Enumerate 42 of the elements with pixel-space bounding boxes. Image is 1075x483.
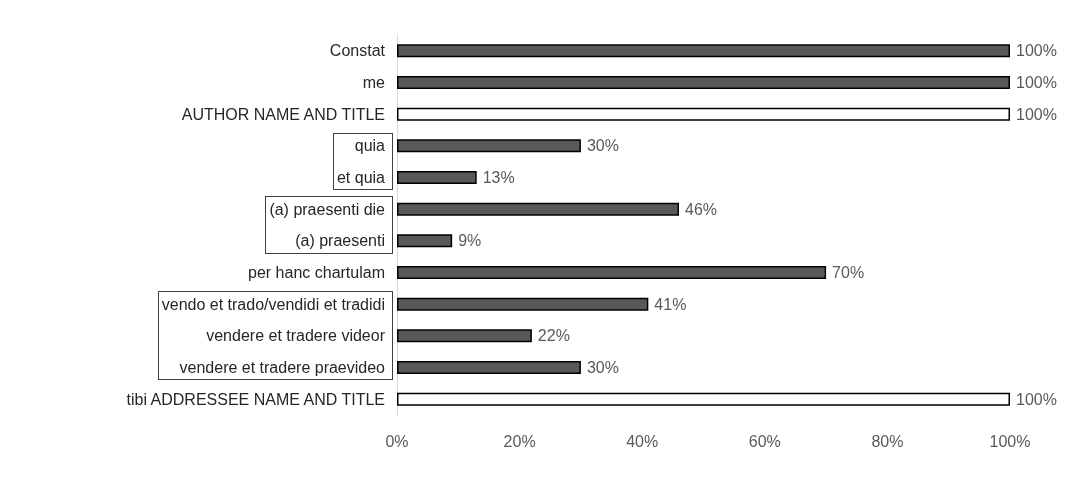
bar	[397, 329, 532, 343]
y-tick-label: tibi ADDRESSEE NAME AND TITLE	[126, 390, 385, 408]
bar	[397, 44, 1010, 58]
y-tick-label: AUTHOR NAME AND TITLE	[181, 105, 385, 123]
bar	[397, 266, 827, 279]
data-label: 46%	[684, 200, 718, 218]
y-tick-label: Constat	[329, 42, 386, 60]
y-tick-label: per hanc chartulam	[248, 264, 385, 281]
y-tick-label: (a) praesenti die	[269, 200, 386, 218]
y-tick-label: me	[362, 74, 386, 91]
data-label: 30%	[586, 359, 619, 376]
bar	[397, 297, 649, 311]
bar	[397, 107, 1010, 121]
bar	[397, 392, 1010, 406]
data-label: 22%	[537, 327, 570, 345]
x-tick-label: 80%	[871, 432, 904, 450]
y-tick-label: vendo et trado/vendidi et tradidi	[161, 295, 385, 313]
data-label: 100%	[1016, 74, 1057, 91]
y-tick-label: vendere et tradere praevideo	[179, 359, 386, 376]
y-tick-label: vendere et tradere videor	[206, 327, 386, 345]
x-tick-label: 100%	[989, 432, 1031, 450]
data-label: 13%	[482, 169, 515, 186]
data-label: 70%	[832, 264, 865, 281]
x-tick-label: 20%	[503, 432, 536, 450]
data-label: 100%	[1016, 105, 1057, 123]
bar	[397, 234, 453, 248]
x-tick-label: 60%	[748, 432, 781, 450]
y-tick-label: (a) praesenti	[295, 232, 385, 250]
bar	[397, 76, 1010, 89]
data-label: 100%	[1016, 390, 1057, 408]
data-label: 100%	[1016, 42, 1057, 60]
y-tick-label: et quia	[336, 169, 386, 186]
bar	[397, 361, 581, 374]
y-tick-label: quia	[354, 137, 386, 155]
bar	[397, 202, 679, 216]
data-label: 30%	[586, 137, 619, 155]
x-tick-label: 0%	[385, 432, 409, 450]
bar	[397, 139, 581, 153]
data-label: 41%	[654, 295, 687, 313]
data-label: 9%	[458, 232, 482, 250]
bar	[397, 171, 477, 184]
x-tick-label: 40%	[626, 432, 659, 450]
